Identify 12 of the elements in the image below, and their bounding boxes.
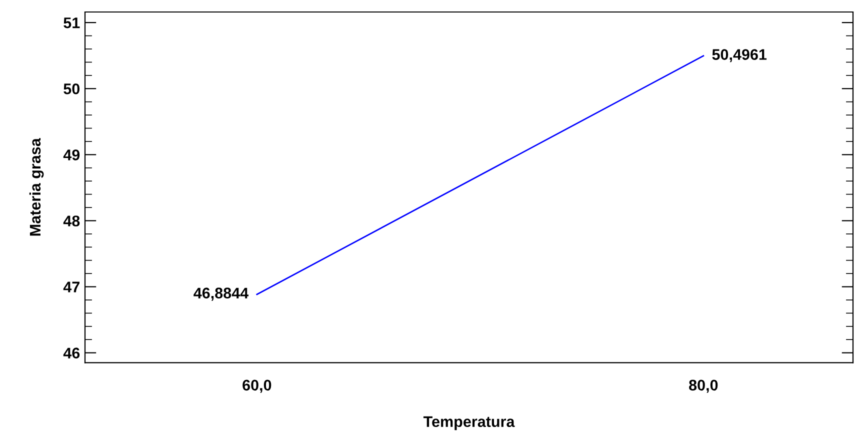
y-tick-label: 46 — [63, 348, 80, 358]
x-axis-title: Temperatura — [423, 416, 515, 430]
data-label: 50,4961 — [712, 49, 767, 62]
y-tick-label: 49 — [63, 150, 80, 160]
y-tick-label: 51 — [64, 18, 80, 28]
y-tick-label: 50 — [64, 83, 80, 94]
x-tick-label: 80,0 — [689, 380, 718, 393]
y-axis-title: Materia grasa — [29, 138, 44, 236]
y-tick-label: 47 — [63, 282, 80, 292]
data-label: 46,8844 — [194, 288, 248, 301]
x-tick-label: 60,0 — [242, 380, 272, 393]
y-tick-label: 48 — [63, 216, 80, 226]
